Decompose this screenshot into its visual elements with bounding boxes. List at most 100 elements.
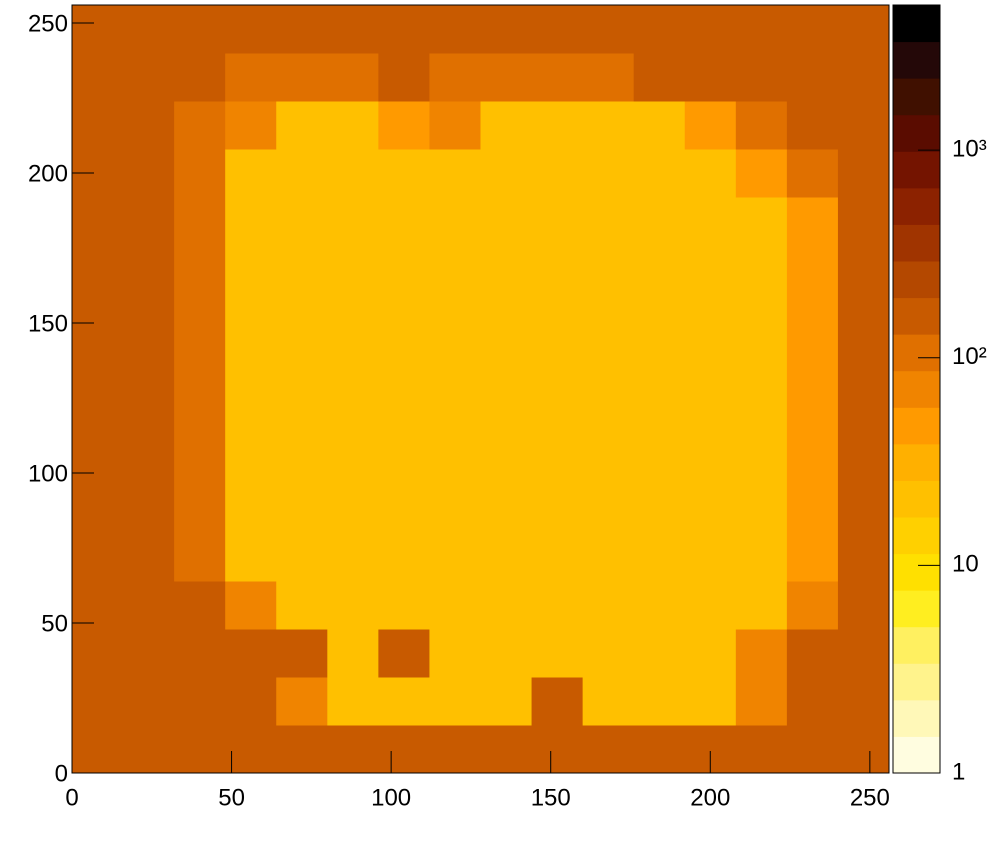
heat-cell: [174, 485, 226, 534]
heat-cell: [786, 53, 839, 102]
heat-cell: [633, 725, 686, 774]
heat-cell: [837, 581, 890, 630]
heat-cell: [72, 533, 124, 582]
heat-cell: [837, 149, 890, 198]
heat-cell: [837, 101, 890, 150]
heat-cell: [123, 5, 175, 54]
heat-cell: [174, 5, 226, 54]
heat-cell: [225, 677, 277, 726]
colorbar-band: [893, 151, 940, 189]
heat-cell: [429, 245, 481, 294]
heat-cell: [531, 245, 584, 294]
heat-cell: [480, 533, 533, 582]
colorbar-band: [893, 370, 940, 408]
heat-cell: [276, 149, 328, 198]
colorbar-band: [893, 590, 940, 628]
heat-cell: [582, 677, 635, 726]
heat-cell: [837, 53, 890, 102]
heat-cell: [327, 149, 379, 198]
heat-cell: [531, 341, 584, 390]
heat-cell: [174, 53, 226, 102]
heat-cell: [786, 485, 839, 534]
heat-cell: [429, 677, 481, 726]
heat-cell: [327, 293, 379, 342]
heat-cell: [225, 293, 277, 342]
heat-cell: [123, 197, 175, 246]
heat-cell: [735, 53, 788, 102]
heat-cell: [582, 341, 635, 390]
heat-cell: [174, 341, 226, 390]
heat-cell: [72, 5, 124, 54]
colorbar-tick-label: 10²: [952, 343, 987, 370]
heat-cell: [174, 245, 226, 294]
heat-cell: [633, 293, 686, 342]
heat-cell: [174, 725, 226, 774]
heat-cell: [327, 533, 379, 582]
heat-cell: [633, 5, 686, 54]
heat-cell: [786, 101, 839, 150]
heat-cell: [633, 245, 686, 294]
heat-cell: [225, 149, 277, 198]
heat-cell: [378, 389, 430, 438]
heat-cell: [735, 677, 788, 726]
heat-cell: [684, 101, 737, 150]
heat-cell: [786, 389, 839, 438]
heat-cell: [684, 5, 737, 54]
heat-cell: [531, 485, 584, 534]
colorbar-band: [893, 663, 940, 701]
heat-cell: [378, 197, 430, 246]
heat-cell: [327, 389, 379, 438]
heat-cell: [72, 437, 124, 486]
heat-cell: [276, 437, 328, 486]
heat-cell: [684, 389, 737, 438]
heat-cell: [735, 149, 788, 198]
colorbar-tick-label: 1: [952, 758, 965, 785]
heat-cell: [837, 725, 890, 774]
heat-cell: [276, 5, 328, 54]
x-tick-label: 200: [690, 784, 730, 811]
heat-cell: [174, 533, 226, 582]
heat-cell: [72, 245, 124, 294]
heat-cell: [837, 389, 890, 438]
heat-cell: [327, 101, 379, 150]
heat-cell: [123, 101, 175, 150]
heat-cell: [174, 197, 226, 246]
colorbar-band: [893, 480, 940, 518]
heat-cell: [429, 533, 481, 582]
heat-cell: [735, 533, 788, 582]
heat-cell: [225, 485, 277, 534]
heat-cell: [327, 197, 379, 246]
heat-cell: [429, 341, 481, 390]
heat-cell: [735, 581, 788, 630]
heat-cell: [786, 533, 839, 582]
heat-cell: [225, 245, 277, 294]
heat-cell: [786, 197, 839, 246]
heat-cell: [327, 485, 379, 534]
heat-cell: [633, 533, 686, 582]
heat-cell: [72, 197, 124, 246]
heat-cell: [837, 293, 890, 342]
heat-cell: [276, 581, 328, 630]
colorbar-band: [893, 443, 940, 481]
colorbar-band: [893, 224, 940, 262]
heat-cell: [378, 437, 430, 486]
heat-cell: [531, 533, 584, 582]
heat-cell: [276, 197, 328, 246]
heat-cell: [327, 437, 379, 486]
heat-cell: [531, 437, 584, 486]
heat-cell: [531, 197, 584, 246]
heat-cell: [378, 245, 430, 294]
heat-cell: [786, 629, 839, 678]
heat-cell: [429, 101, 481, 150]
heat-cell: [786, 245, 839, 294]
heat-cell: [276, 53, 328, 102]
heat-cell: [786, 5, 839, 54]
heat-cell: [378, 533, 430, 582]
heat-cell: [327, 581, 379, 630]
heat-cell: [786, 581, 839, 630]
heat-cell: [480, 149, 533, 198]
heat-cell: [378, 5, 430, 54]
heat-cell: [684, 581, 737, 630]
heat-cell: [276, 725, 328, 774]
